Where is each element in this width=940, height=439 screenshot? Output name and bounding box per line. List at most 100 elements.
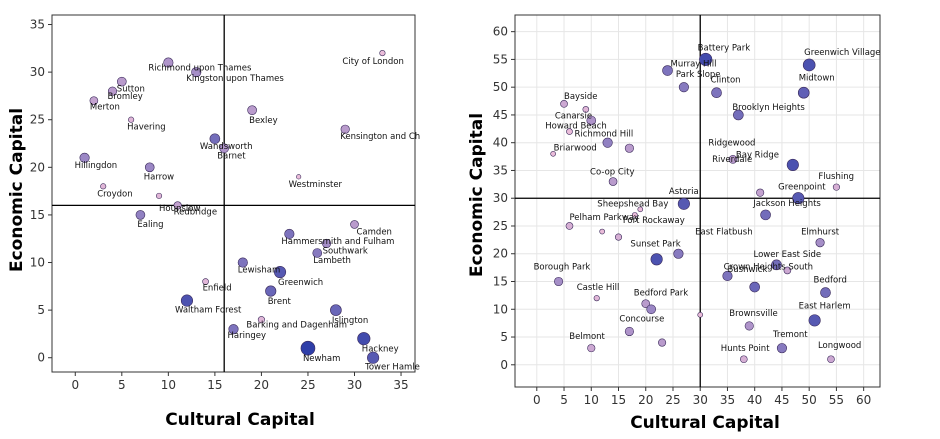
left-point-24 [202,278,209,285]
right-y-axis-title: Economic Capital [467,113,487,277]
left-point-label-24: Enfield [203,284,232,294]
right-point-10 [566,128,573,135]
left-point-0 [379,50,386,57]
right-point-label-22: Fort Rockaway [623,216,685,226]
right-point-22 [632,212,638,218]
right-point-21 [792,192,805,205]
left-point-28 [257,316,265,324]
right-point-label-37: Bedford Park [634,289,689,299]
right-point-label-27: Elmhurst [801,228,840,238]
right-x-tick-label: 45 [774,393,789,407]
right-plot-frame [514,14,881,388]
left-point-label-15: Hounslow [159,204,200,214]
left-point-label-19: Hammersmith and Fulham [281,237,394,247]
right-x-tick-label: 35 [720,393,735,407]
left-point-30 [357,332,371,346]
left-point-14 [100,183,107,190]
right-point-label-43: Tremont [772,330,808,340]
left-point-label-27: Islington [332,316,368,326]
right-point-4 [711,87,722,99]
right-point-label-5: Midtown [799,74,835,84]
right-point-30 [650,253,663,266]
right-point-label-1: Greenwich Village [804,48,880,58]
left-point-11 [79,152,90,163]
left-point-label-6: Havering [127,123,166,133]
left-point-label-21: Lambeth [313,256,351,266]
right-point-label-46: Longwood [818,341,861,351]
right-point-37 [641,299,651,309]
right-point-label-3: Park Slope [676,70,721,80]
left-point-label-4: Bromley [108,92,143,102]
right-point-17 [832,183,840,191]
right-point-5 [797,86,810,99]
left-point-label-17: Ealing [137,220,163,230]
right-y-tick-label: 5 [500,330,508,344]
right-chart-svg: 0 5 10 15 20 25 30 35 40 45 50 55 60 0 5 10 15 20 25 30 35 40… [467,14,881,433]
right-point-label-10: Richmond Hill [574,130,633,140]
left-plot-frame [51,14,416,373]
right-point-label-40: East Harlem [799,301,851,311]
right-point-label-25: East Flatbush [695,228,752,238]
right-point-label-0: Battery Park [698,43,751,53]
left-point-29 [228,324,239,335]
right-y-tick-label: 30 [493,191,508,205]
right-point-36 [749,281,761,293]
right-point-label-14: Bay Ridge [736,150,779,160]
left-y-tick-label: 0 [37,351,45,365]
right-point-3 [678,82,689,93]
right-point-29 [771,259,782,271]
left-point-26 [180,294,194,307]
right-y-tick-label: 25 [493,219,508,233]
right-point-label-29: Lower East Side [753,250,821,260]
left-point-7 [247,105,257,115]
left-point-32 [367,351,380,364]
right-y-tick-label: 55 [493,52,508,66]
right-point-42 [624,326,634,337]
left-point-21 [312,248,323,258]
left-point-27 [330,304,342,316]
left-point-label-20: Southwark [323,246,368,256]
right-point-0 [699,52,713,66]
right-x-tick-label: 20 [638,393,653,407]
left-x-tick-label: 0 [71,378,79,392]
left-point-2 [191,67,202,78]
left-point-16 [173,201,182,210]
left-point-22 [237,257,248,268]
right-point-44 [587,344,596,353]
right-point-label-12: Ridgewood [708,138,755,148]
left-x-tick-label: 30 [347,378,362,392]
right-y-tick-label: 10 [493,302,508,316]
right-point-11 [602,137,613,148]
left-point-20 [322,238,332,249]
left-point-1 [163,57,174,68]
left-x-tick-label: 10 [161,378,176,392]
left-point-label-16: Redbridge [174,207,217,217]
left-point-label-12: Harrow [144,172,174,182]
left-point-label-30: Hackney [362,345,399,355]
right-x-tick-label: 40 [747,393,762,407]
left-point-label-29: Haringey [228,331,267,341]
right-point-label-9: Howard Beach [545,121,607,131]
left-point-label-22: Lewisham [238,266,280,276]
right-point-label-41: Brownsville [729,309,777,319]
right-point-19 [677,197,690,210]
left-point-label-3: Sutton [117,85,145,95]
left-point-8 [340,124,350,134]
left-point-label-2: Kingston upon Thames [186,74,284,84]
right-scatter-chart: 0 5 10 15 20 25 30 35 40 45 50 55 60 0 5 10 15 20 25 30 35 40… [460,0,940,439]
right-point-2 [662,65,673,76]
right-y-tick-label: 20 [493,247,508,261]
left-y-tick-label: 25 [30,113,45,127]
right-point-27 [815,238,825,248]
right-point-31 [722,270,733,282]
right-point-28 [673,248,684,259]
left-point-label-25: Brent [268,297,292,307]
right-point-7 [582,106,590,113]
left-point-label-23: Greenwich [278,278,323,288]
right-point-24 [565,222,574,230]
right-point-label-31: Bushwick [727,265,767,275]
left-point-15 [155,192,163,199]
left-point-label-14: Croydon [97,189,132,199]
right-point-46 [827,355,835,364]
right-point-18 [756,188,765,197]
